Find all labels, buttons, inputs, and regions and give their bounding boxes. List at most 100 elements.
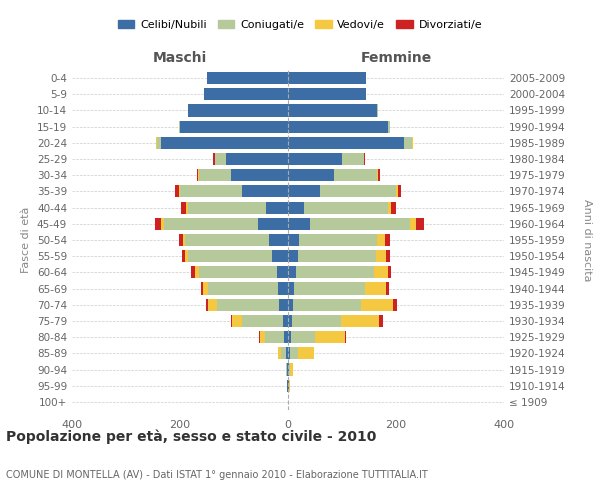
Bar: [288, 169, 334, 181]
Bar: [288, 153, 342, 165]
Bar: [396, 186, 398, 198]
Bar: [283, 315, 288, 327]
Bar: [182, 234, 185, 246]
Bar: [288, 266, 296, 278]
Bar: [315, 331, 344, 343]
Bar: [203, 282, 208, 294]
Bar: [277, 266, 288, 278]
Bar: [188, 250, 272, 262]
Bar: [266, 202, 288, 213]
Bar: [298, 250, 376, 262]
Bar: [180, 186, 242, 198]
Bar: [288, 282, 295, 294]
Bar: [290, 348, 298, 360]
Bar: [388, 202, 391, 213]
Bar: [208, 298, 217, 311]
Bar: [200, 282, 203, 294]
Bar: [320, 186, 396, 198]
Bar: [296, 266, 374, 278]
Bar: [416, 218, 424, 230]
Bar: [376, 250, 386, 262]
Bar: [377, 234, 385, 246]
Bar: [379, 315, 383, 327]
Bar: [299, 234, 377, 246]
Bar: [204, 88, 288, 101]
Bar: [278, 348, 281, 360]
Legend: Celibi/Nubili, Coniugati/e, Vedovi/e, Divorziati/e: Celibi/Nubili, Coniugati/e, Vedovi/e, Di…: [113, 16, 487, 34]
Bar: [288, 137, 404, 149]
Bar: [284, 331, 288, 343]
Y-axis label: Anni di nascita: Anni di nascita: [582, 198, 592, 281]
Bar: [281, 348, 286, 360]
Bar: [377, 169, 378, 181]
Bar: [180, 120, 288, 132]
Bar: [286, 348, 288, 360]
Bar: [194, 266, 199, 278]
Bar: [175, 186, 179, 198]
Bar: [265, 331, 284, 343]
Bar: [232, 315, 242, 327]
Bar: [181, 202, 187, 213]
Bar: [179, 120, 180, 132]
Bar: [374, 266, 388, 278]
Bar: [288, 315, 292, 327]
Bar: [182, 250, 185, 262]
Text: Femmine: Femmine: [361, 51, 431, 65]
Text: Popolazione per età, sesso e stato civile - 2010: Popolazione per età, sesso e stato civil…: [6, 430, 376, 444]
Bar: [199, 169, 232, 181]
Bar: [199, 266, 277, 278]
Bar: [179, 186, 180, 198]
Bar: [191, 266, 194, 278]
Bar: [334, 169, 377, 181]
Bar: [155, 218, 161, 230]
Bar: [298, 348, 314, 360]
Bar: [290, 331, 315, 343]
Bar: [197, 169, 199, 181]
Bar: [288, 202, 304, 213]
Bar: [386, 282, 389, 294]
Bar: [161, 218, 164, 230]
Bar: [288, 331, 290, 343]
Bar: [188, 104, 288, 117]
Bar: [388, 120, 390, 132]
Bar: [206, 298, 208, 311]
Bar: [187, 202, 188, 213]
Bar: [185, 234, 269, 246]
Bar: [288, 298, 293, 311]
Bar: [288, 104, 377, 117]
Bar: [232, 169, 288, 181]
Bar: [288, 250, 298, 262]
Bar: [288, 348, 290, 360]
Bar: [179, 234, 182, 246]
Bar: [295, 282, 365, 294]
Bar: [242, 186, 288, 198]
Bar: [161, 137, 288, 149]
Bar: [188, 202, 266, 213]
Text: Maschi: Maschi: [153, 51, 207, 65]
Bar: [388, 266, 391, 278]
Bar: [288, 88, 366, 101]
Bar: [242, 315, 283, 327]
Bar: [385, 234, 389, 246]
Bar: [278, 282, 288, 294]
Bar: [398, 186, 401, 198]
Bar: [280, 298, 288, 311]
Bar: [214, 153, 215, 165]
Bar: [365, 282, 386, 294]
Bar: [310, 218, 409, 230]
Text: COMUNE DI MONTELLA (AV) - Dati ISTAT 1° gennaio 2010 - Elaborazione TUTTITALIA.I: COMUNE DI MONTELLA (AV) - Dati ISTAT 1° …: [6, 470, 428, 480]
Bar: [215, 153, 226, 165]
Bar: [394, 298, 397, 311]
Bar: [157, 137, 161, 149]
Bar: [292, 315, 341, 327]
Bar: [341, 315, 379, 327]
Bar: [290, 364, 293, 376]
Bar: [226, 153, 288, 165]
Bar: [344, 331, 346, 343]
Bar: [269, 234, 288, 246]
Bar: [185, 250, 188, 262]
Bar: [342, 153, 364, 165]
Bar: [286, 364, 287, 376]
Bar: [304, 202, 388, 213]
Bar: [409, 218, 416, 230]
